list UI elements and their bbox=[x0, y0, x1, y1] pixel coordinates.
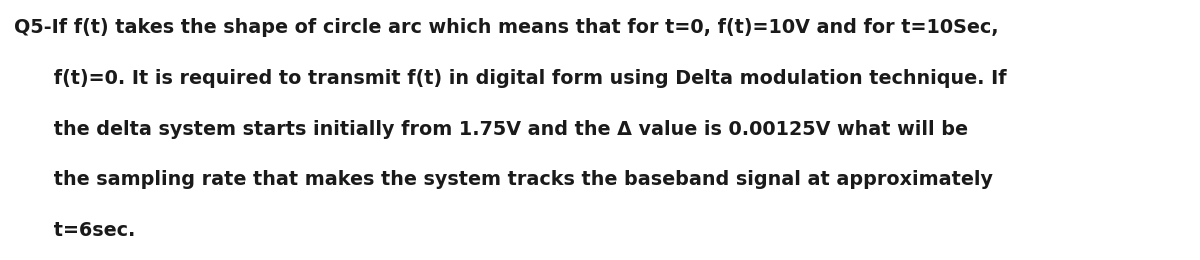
Text: t=6sec.: t=6sec. bbox=[14, 221, 136, 240]
Text: f(t)=0. It is required to transmit f(t) in digital form using Delta modulation t: f(t)=0. It is required to transmit f(t) … bbox=[14, 69, 1007, 88]
Text: Q5-If f(t) takes the shape of circle arc which means that for t=0, f(t)=10V and : Q5-If f(t) takes the shape of circle arc… bbox=[14, 18, 1000, 37]
Text: the sampling rate that makes the system tracks the baseband signal at approximat: the sampling rate that makes the system … bbox=[14, 170, 994, 189]
Text: the delta system starts initially from 1.75V and the Δ value is 0.00125V what wi: the delta system starts initially from 1… bbox=[14, 120, 968, 139]
